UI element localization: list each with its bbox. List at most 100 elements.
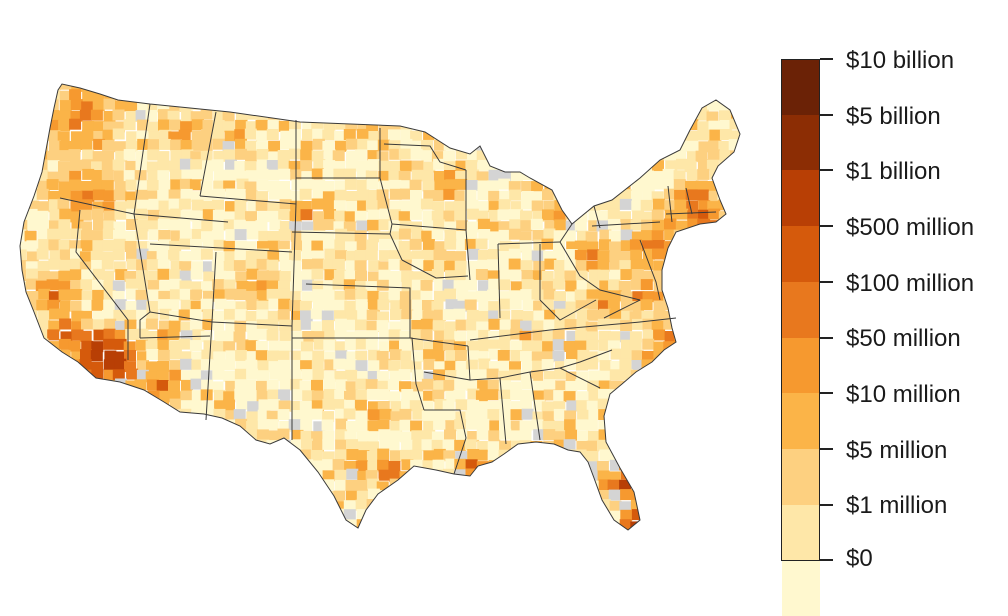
county-cell [123, 528, 136, 530]
county-cell [235, 271, 248, 283]
county-cell [630, 141, 643, 152]
county-cell [630, 259, 643, 271]
county-cell [631, 411, 644, 423]
county-cell [455, 319, 468, 331]
county-cell [169, 269, 181, 281]
county-cell [24, 331, 37, 343]
county-cell [202, 84, 215, 91]
county-cell [597, 351, 610, 363]
county-cell [368, 189, 381, 201]
county-cell [25, 511, 38, 522]
county-cell [137, 119, 150, 131]
county-cell [520, 351, 532, 363]
county-cell [532, 329, 545, 341]
county-cell [498, 360, 511, 372]
county-cell [346, 421, 358, 432]
county-cell [257, 89, 270, 101]
county-cell [322, 289, 335, 301]
county-cell [453, 109, 466, 121]
county-cell [487, 289, 500, 301]
county-cell [541, 238, 554, 250]
county-cell [500, 460, 513, 472]
county-cell [367, 159, 380, 171]
county-cell [47, 228, 60, 240]
county-cell [91, 519, 104, 530]
county-cell [93, 131, 106, 142]
county-cell [37, 531, 49, 542]
county-cell [368, 131, 381, 142]
county-cell [554, 518, 566, 530]
county-cell [552, 170, 565, 182]
county-cell [598, 388, 610, 400]
county-cell [101, 258, 114, 270]
county-cell [169, 510, 181, 522]
county-cell [654, 488, 667, 500]
county-cell [455, 170, 468, 182]
county-cell [378, 170, 391, 182]
county-cell [244, 181, 257, 193]
county-cell [290, 461, 303, 473]
county-cell [169, 119, 181, 131]
county-cell [565, 490, 578, 502]
county-cell [619, 109, 632, 121]
county-cell [321, 419, 334, 431]
county-cell [454, 260, 467, 272]
county-cell [211, 230, 224, 242]
county-cell [619, 120, 632, 132]
county-cell [566, 109, 579, 121]
county-cell [181, 500, 194, 512]
county-cell [236, 178, 249, 190]
county-cell [159, 129, 172, 141]
county-cell [686, 321, 699, 333]
county-cell [136, 500, 149, 512]
county-cell [676, 158, 688, 170]
county-cell [268, 399, 281, 411]
county-cell [69, 489, 82, 501]
county-cell [277, 370, 290, 382]
county-cell [488, 520, 501, 530]
county-cell [367, 441, 379, 453]
county-cell [432, 89, 445, 101]
county-cell [510, 449, 523, 461]
county-cell [68, 529, 81, 530]
county-cell [213, 408, 226, 420]
county-cell [508, 209, 521, 221]
county-cell [509, 381, 522, 393]
county-cell [729, 348, 740, 360]
county-cell [346, 351, 359, 363]
county-cell [49, 250, 62, 262]
county-cell [409, 400, 422, 412]
county-cell [213, 429, 226, 441]
county-cell [664, 101, 677, 112]
county-cell [390, 160, 403, 172]
county-cell [356, 220, 369, 232]
county-cell [542, 341, 555, 353]
county-cell [346, 191, 359, 202]
county-cell [532, 84, 545, 90]
county-cell [629, 331, 642, 343]
county-cell [246, 421, 259, 432]
county-cell [124, 478, 137, 490]
county-cell [389, 349, 402, 361]
county-cell [609, 309, 622, 321]
county-cell [520, 210, 532, 222]
county-cell [542, 84, 555, 92]
county-cell [708, 271, 721, 283]
county-cell [48, 450, 61, 462]
county-cell [168, 450, 181, 462]
county-cell [102, 201, 115, 213]
county-cell [399, 299, 412, 311]
county-cell [464, 238, 477, 250]
county-cell [278, 120, 291, 132]
county-cell [465, 98, 478, 110]
county-cell [399, 259, 412, 271]
county-cell [696, 461, 709, 473]
county-cell [730, 278, 740, 290]
county-cell [212, 220, 225, 232]
county-cell [311, 359, 324, 371]
county-cell [59, 449, 72, 461]
county-cell [256, 98, 269, 110]
county-cell [20, 198, 26, 210]
county-cell [213, 510, 226, 522]
county-cell [367, 488, 380, 500]
